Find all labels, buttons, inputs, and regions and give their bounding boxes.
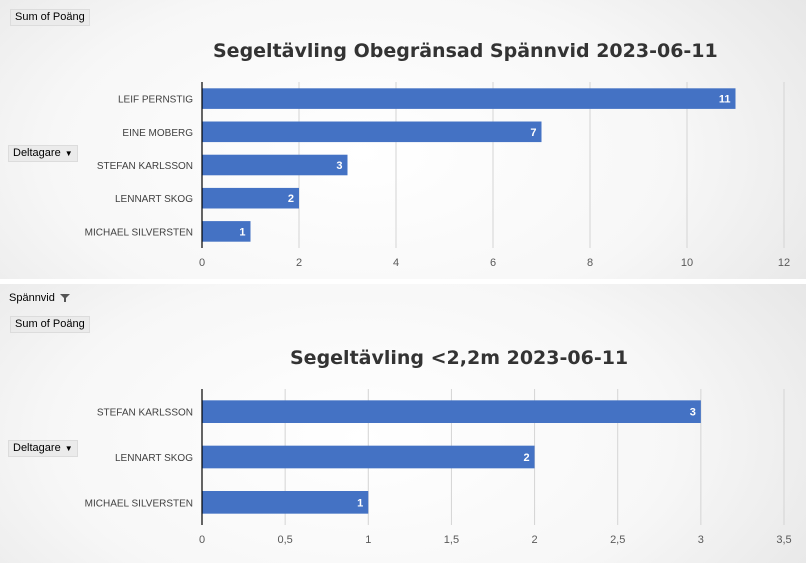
x-tick-label: 2,5 [610, 534, 625, 546]
chevron-down-icon: ▼ [64, 444, 73, 453]
data-label: 1 [239, 226, 245, 238]
x-tick-label: 1 [365, 534, 371, 546]
category-label: STEFAN KARLSSON [97, 408, 193, 419]
data-label: 3 [690, 407, 696, 419]
field-label: Sum of Poäng [15, 318, 85, 330]
data-label: 11 [719, 94, 731, 106]
x-tick-label: 2 [532, 534, 538, 546]
category-label: LENNART SKOG [115, 453, 193, 464]
field-label: Spännvid [9, 292, 55, 304]
sum-of-poang-field-button-top[interactable]: Sum of Poäng [10, 9, 90, 26]
bar [202, 154, 348, 176]
category-label: LENNART SKOG [115, 194, 193, 205]
x-tick-label: 0 [199, 257, 205, 269]
x-tick-label: 3,5 [776, 534, 791, 546]
filter-icon [59, 294, 70, 303]
spannvid-filter-button[interactable]: Spännvid [4, 290, 75, 307]
bar [202, 121, 542, 143]
bar [202, 88, 736, 109]
bar [202, 400, 701, 423]
field-label: Deltagare [13, 147, 61, 159]
bar-chart-bottom: 0 0,5 1 1,5 2 2,5 3 3,5 3 STEFAN KARLSSON 2 LENNART… [85, 389, 792, 546]
category-label: MICHAEL SILVERSTEN [85, 227, 193, 238]
data-label: 2 [288, 193, 294, 205]
chart-panel-bottom: 0 0,5 1 1,5 2 2,5 3 3,5 3 STEFAN KARLSSON 2 LENNART… [0, 284, 806, 563]
x-tick-label: 4 [393, 257, 399, 269]
data-label: 1 [357, 497, 363, 509]
x-tick-label: 6 [490, 257, 496, 269]
bar [202, 187, 299, 209]
category-label: EINE MOBERG [122, 128, 193, 139]
x-tick-label: 8 [587, 257, 593, 269]
x-tick-label: 10 [681, 257, 693, 269]
deltagare-field-button-bottom[interactable]: Deltagare ▼ [8, 440, 78, 457]
category-label: MICHAEL SILVERSTEN [85, 498, 193, 509]
sum-of-poang-field-button-bottom[interactable]: Sum of Poäng [10, 316, 90, 333]
x-tick-label: 12 [778, 257, 790, 269]
x-tick-label: 1,5 [444, 534, 459, 546]
x-tick-label: 0,5 [277, 534, 292, 546]
chart-divider [0, 279, 806, 284]
x-tick-label: 0 [199, 534, 205, 546]
category-label: LEIF PERNSTIG [118, 95, 193, 106]
chart-panel-top: 0 2 4 6 8 10 12 11 LEIF PERNSTIG 7 EINE MOBERG 3 STE… [0, 0, 806, 279]
chart-title-top: Segeltävling Obegränsad Spännvid 2023-06… [213, 40, 718, 62]
field-label: Deltagare [13, 442, 61, 454]
bar [202, 491, 369, 514]
bar [202, 221, 251, 242]
data-label: 2 [523, 452, 529, 464]
data-label: 3 [336, 160, 342, 172]
bar [202, 445, 535, 469]
deltagare-field-button-top[interactable]: Deltagare ▼ [8, 145, 78, 162]
field-label: Sum of Poäng [15, 11, 85, 23]
x-tick-label: 3 [698, 534, 704, 546]
chevron-down-icon: ▼ [64, 149, 73, 158]
category-label: STEFAN KARLSSON [97, 161, 193, 172]
data-label: 7 [530, 127, 536, 139]
chart-title-bottom: Segeltävling <2,2m 2023-06-11 [290, 347, 629, 369]
x-tick-label: 2 [296, 257, 302, 269]
